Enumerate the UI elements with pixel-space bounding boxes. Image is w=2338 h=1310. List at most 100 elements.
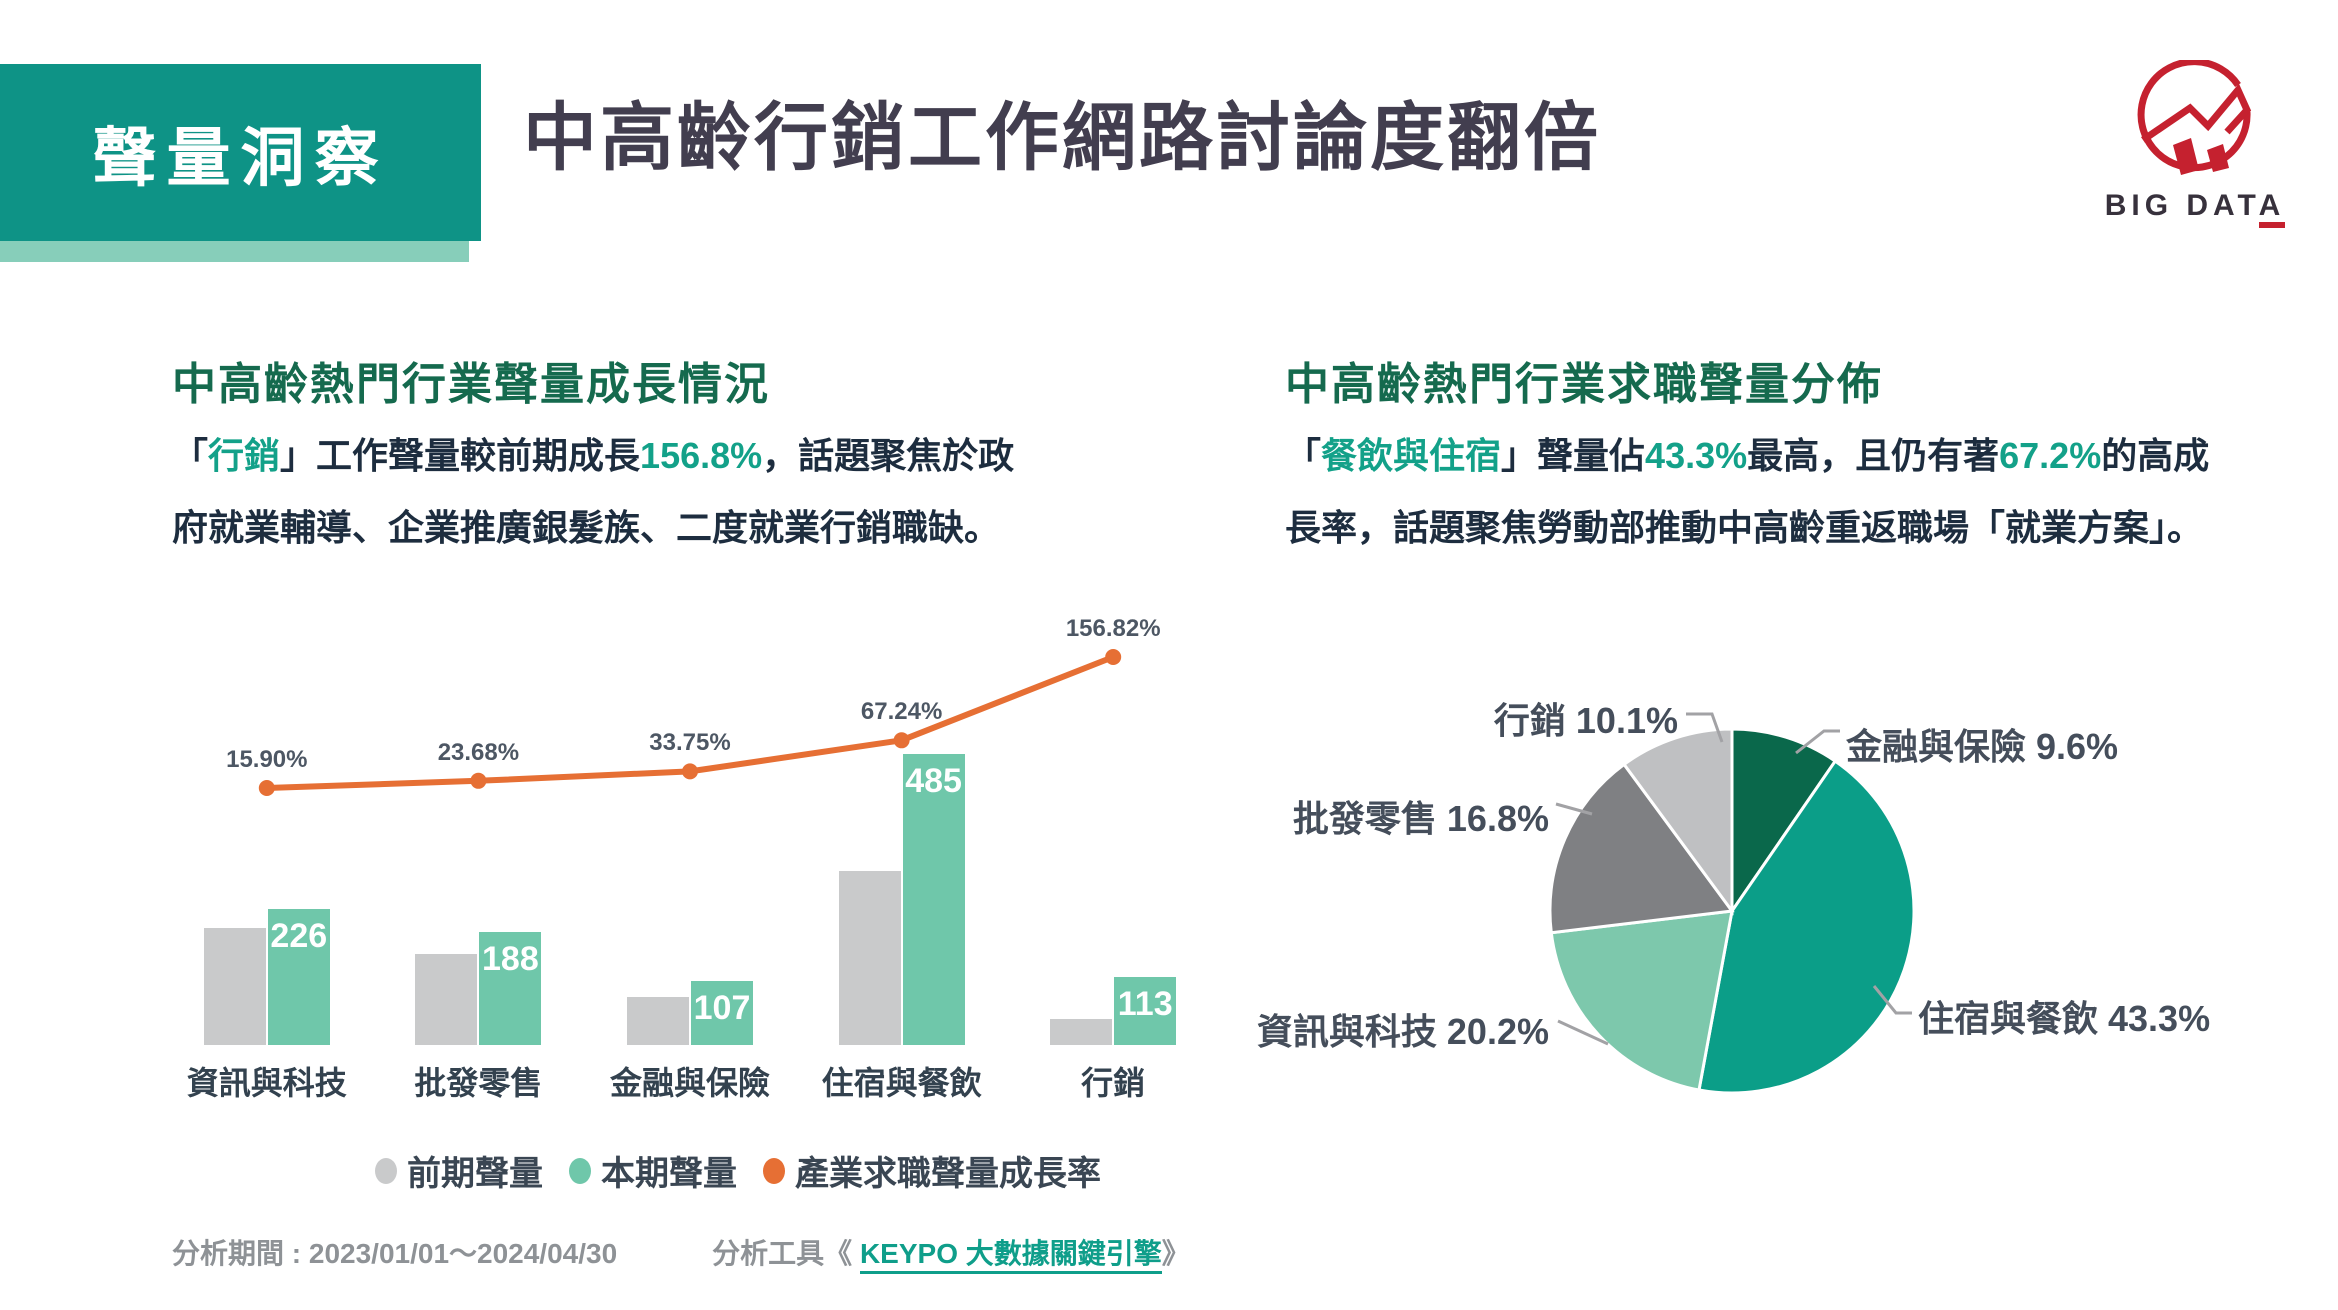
logo-trend-line bbox=[2141, 83, 2252, 143]
pie-slice-label: 金融與保險 9.6% bbox=[1846, 726, 2119, 767]
body-text: 「 bbox=[1285, 435, 1322, 476]
pie-leader-line bbox=[1872, 985, 1912, 1015]
logo-bar-1 bbox=[2173, 138, 2199, 175]
growth-rate-label: 156.82% bbox=[1065, 615, 1161, 642]
paragraph-line: 長率，話題聚焦勞動部推動中高齡重返職場「就業方案」。 bbox=[1285, 492, 2209, 564]
highlight-text: 行銷 bbox=[208, 435, 281, 476]
highlight-text: 156.8% bbox=[640, 435, 763, 476]
highlight-text: 67.2% bbox=[1999, 435, 2102, 476]
pie-slice-5 bbox=[1622, 727, 1734, 916]
x-axis-label: 住宿與餐飲 bbox=[821, 1065, 982, 1101]
bar-current-period bbox=[267, 909, 330, 1045]
body-text: 」工作聲量較前期成長 bbox=[280, 435, 641, 476]
paragraph-line: 「餐飲與住宿」聲量佔43.3%最高，且仍有著67.2%的高成 bbox=[1285, 420, 2209, 492]
paragraph-line: 「行銷」工作聲量較前期成長156.8%，話題聚焦於政 bbox=[172, 420, 1014, 492]
growth-line-point bbox=[1105, 649, 1122, 665]
bar-previous-period bbox=[838, 871, 901, 1045]
growth-rate-label: 33.75% bbox=[649, 729, 731, 757]
legend-dot-icon bbox=[569, 1157, 591, 1184]
legend-dot-icon bbox=[763, 1157, 785, 1184]
analysis-tool: 分析工具《 KEYPO 大數據關鍵引擎》 bbox=[712, 1232, 1190, 1274]
pie-slice-label: 行銷 10.1% bbox=[1493, 700, 1678, 741]
bar-line-chart: 226 資訊與科技 15.90% 188 批發零售 23.68% 107 金融與保險 33.75… bbox=[161, 598, 1219, 1258]
legend-label: 本期聲量 bbox=[601, 1155, 737, 1193]
growth-rate-label: 67.24% bbox=[860, 698, 943, 726]
pie-slice-label: 資訊與科技 20.2% bbox=[1256, 1011, 1549, 1052]
legend-item: 前期聲量 bbox=[375, 1146, 543, 1195]
body-text: 府就業輔導、企業推廣銀髮族、二度就業行銷職缺。 bbox=[172, 507, 1001, 548]
logo-brand-text: BIG DATA bbox=[2095, 189, 2295, 228]
x-axis-label: 金融與保險 bbox=[609, 1065, 770, 1101]
bar-current-period bbox=[1114, 977, 1177, 1045]
bar-value-label: 188 bbox=[482, 940, 539, 978]
body-text: 長率，話題聚焦勞動部推動中高齡重返職場「就業方案」。 bbox=[1285, 507, 2204, 548]
bar-value-label: 226 bbox=[270, 917, 328, 955]
bar-value-label: 113 bbox=[1117, 985, 1173, 1023]
body-text: ，話題聚焦於政 bbox=[762, 435, 1015, 476]
bar-previous-period bbox=[203, 928, 266, 1045]
pie-slice-label: 住宿與餐飲 43.3% bbox=[1918, 998, 2211, 1039]
pie-leader-line bbox=[1557, 1019, 1609, 1046]
bigdata-logo: BIG DATA bbox=[2095, 58, 2295, 228]
logo-bar-2 bbox=[2207, 144, 2229, 172]
bar-current-period bbox=[691, 981, 753, 1045]
legend-label: 前期聲量 bbox=[407, 1155, 543, 1193]
logo-brand-accent: A bbox=[2258, 189, 2286, 228]
bar-current-period bbox=[902, 754, 965, 1045]
body-text: 「 bbox=[172, 435, 209, 476]
body-text: 最高，且仍有著 bbox=[1747, 435, 2000, 476]
bar-previous-period bbox=[1050, 1019, 1113, 1045]
logo-circle bbox=[2137, 58, 2251, 172]
highlight-text: 餐飲與住宿 bbox=[1321, 435, 1502, 476]
pie-slice-label: 批發零售 16.8% bbox=[1292, 798, 1549, 839]
logo-brand-main: BIG DAT bbox=[2104, 189, 2259, 222]
analysis-period: 分析期間 : 2023/01/01～2024/04/30 bbox=[172, 1238, 618, 1269]
right-section-heading: 中高齡熱門行業求職聲量分佈 bbox=[1285, 360, 1883, 409]
growth-rate-label: 15.90% bbox=[226, 746, 308, 773]
growth-line-point bbox=[258, 780, 275, 796]
analysis-tool-suffix: 》 bbox=[1161, 1238, 1190, 1269]
bar-value-label: 107 bbox=[693, 989, 751, 1027]
x-axis-label: 資訊與科技 bbox=[186, 1065, 347, 1101]
pie-slice-4 bbox=[1548, 762, 1735, 935]
badge-shadow-bar bbox=[0, 241, 469, 262]
bigdata-logo-icon bbox=[2137, 58, 2252, 175]
growth-line-point bbox=[893, 732, 910, 749]
bar-value-label: 485 bbox=[905, 762, 962, 800]
pie-slice-2 bbox=[1697, 759, 1916, 1095]
right-section-paragraph: 「餐飲與住宿」聲量佔43.3%最高，且仍有著67.2%的高成長率，話題聚焦勞動部… bbox=[1285, 420, 2209, 564]
left-section-paragraph: 「行銷」工作聲量較前期成長156.8%，話題聚焦於政府就業輔導、企業推廣銀髮族、… bbox=[172, 420, 1014, 564]
highlight-text: 43.3% bbox=[1645, 435, 1748, 476]
footer: 分析期間 : 2023/01/01～2024/04/30 分析工具《 KEYPO… bbox=[172, 1232, 1190, 1274]
pie-leader-line bbox=[1795, 729, 1840, 755]
growth-rate-line bbox=[258, 649, 1122, 796]
legend-item: 本期聲量 bbox=[569, 1146, 737, 1195]
pie-leader-line bbox=[1555, 802, 1593, 816]
growth-line-point bbox=[470, 772, 487, 789]
left-section-heading: 中高齡熱門行業聲量成長情況 bbox=[172, 360, 770, 409]
x-axis-label: 批發零售 bbox=[414, 1065, 543, 1101]
pie-chart bbox=[1280, 640, 2338, 1160]
badge-label: 聲量洞察 bbox=[92, 121, 389, 194]
paragraph-line: 府就業輔導、企業推廣銀髮族、二度就業行銷職缺。 bbox=[172, 492, 1014, 564]
pie-slice-3 bbox=[1549, 909, 1734, 1092]
pie-chart-svg bbox=[1548, 712, 1916, 1095]
legend-item: 產業求職聲量成長率 bbox=[763, 1146, 1101, 1195]
x-axis-label: 行銷 bbox=[1081, 1065, 1146, 1101]
section-badge: 聲量洞察 bbox=[0, 64, 481, 241]
body-text: 」聲量佔 bbox=[1501, 435, 1646, 476]
pie-slice-1 bbox=[1730, 727, 1838, 916]
legend-label: 產業求職聲量成長率 bbox=[795, 1155, 1101, 1193]
bar-current-period bbox=[479, 932, 542, 1045]
analysis-tool-prefix: 分析工具《 bbox=[712, 1238, 860, 1269]
keypo-link[interactable]: KEYPO 大數據關鍵引擎 bbox=[859, 1238, 1162, 1274]
growth-rate-label: 23.68% bbox=[437, 738, 520, 766]
growth-line-point bbox=[682, 763, 698, 780]
legend-dot-icon bbox=[375, 1157, 397, 1184]
pie-leader-line bbox=[1686, 712, 1724, 743]
body-text: 的高成 bbox=[2101, 435, 2210, 476]
bar-previous-period bbox=[415, 954, 478, 1045]
bar-previous-period bbox=[627, 997, 689, 1045]
page-title: 中高齡行銷工作網路討論度翻倍 bbox=[523, 96, 1601, 179]
